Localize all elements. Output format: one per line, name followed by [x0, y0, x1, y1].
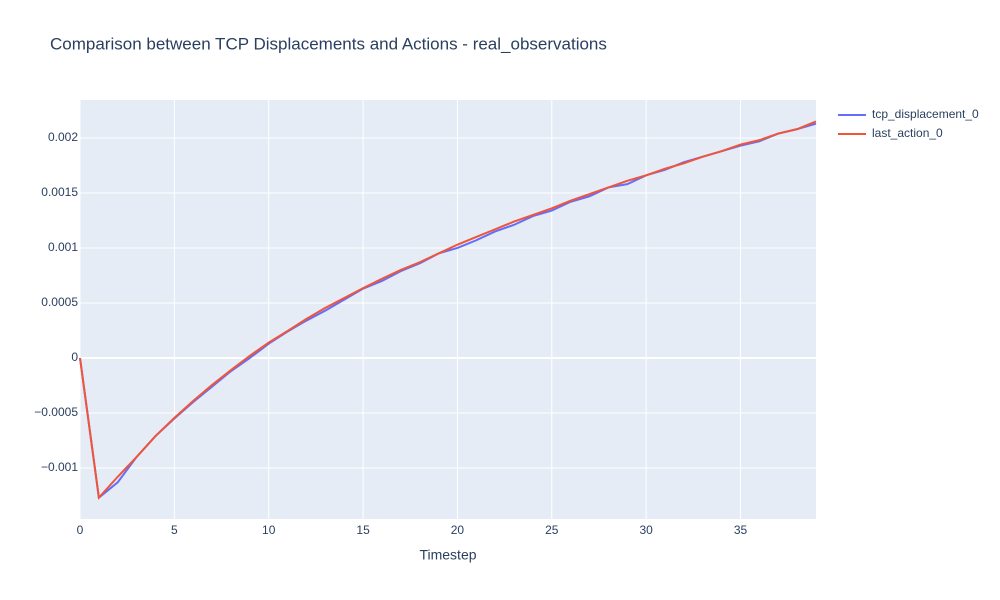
y-tick-label: 0.0005 — [41, 295, 78, 309]
x-tick-label: 15 — [356, 523, 370, 537]
x-tick-label: 5 — [171, 523, 178, 537]
x-axis-title: Timestep — [419, 547, 476, 563]
chart-title: Comparison between TCP Displacements and… — [50, 34, 607, 53]
y-tick-label: −0.001 — [41, 460, 78, 474]
x-tick-label: 25 — [545, 523, 559, 537]
y-tick-label: 0.0015 — [41, 185, 78, 199]
x-tick-label: 35 — [734, 523, 748, 537]
x-tick-label: 30 — [639, 523, 653, 537]
line — [79, 120, 817, 500]
y-tick-label: 0 — [71, 350, 78, 364]
plot-area — [80, 100, 816, 519]
y-tick-label: −0.0005 — [34, 405, 78, 419]
x-tick-label: 20 — [451, 523, 465, 537]
x-tick-label: 10 — [262, 523, 276, 537]
legend-label: tcp_displacement_0 — [872, 107, 979, 121]
y-tick-label: 0.001 — [48, 240, 78, 254]
y-tick-label: 0.002 — [48, 130, 78, 144]
legend-label: last_action_0 — [872, 126, 943, 140]
x-tick-label: 0 — [77, 523, 84, 537]
